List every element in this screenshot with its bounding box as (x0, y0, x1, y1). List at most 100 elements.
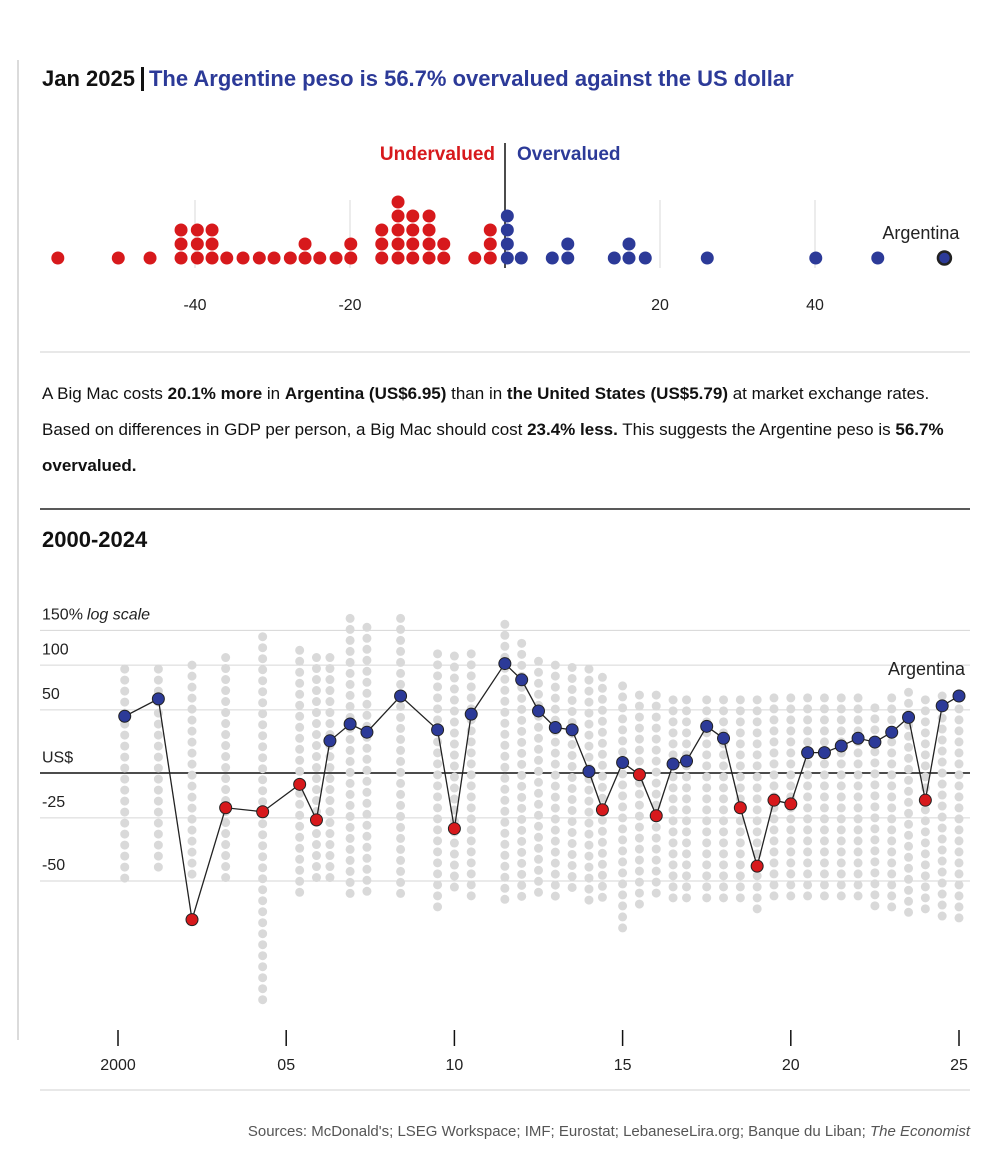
x-tick-label: 05 (277, 1057, 295, 1074)
dot (205, 237, 219, 251)
dot (313, 251, 327, 265)
text: A Big Mac costs (42, 384, 168, 403)
x-tick-label: 2000 (100, 1057, 136, 1074)
point (532, 704, 545, 718)
y-tick-label: US$ (42, 749, 73, 766)
dot (220, 251, 234, 265)
dot (871, 251, 885, 265)
point (784, 797, 798, 811)
dot (638, 251, 652, 265)
dot (500, 223, 514, 237)
dot (298, 237, 312, 251)
x-tick-label: 20 (651, 297, 669, 314)
point (394, 689, 408, 703)
dot (483, 237, 497, 251)
dot (483, 223, 497, 237)
point (323, 734, 337, 748)
series-label: Argentina (888, 659, 966, 679)
dot (174, 251, 188, 265)
point (464, 707, 478, 721)
chart-title: The Argentine peso is 56.7% overvalued a… (148, 66, 794, 91)
dot (205, 251, 219, 265)
point (680, 754, 694, 768)
highlight-label: Argentina (882, 223, 960, 243)
point (256, 805, 270, 819)
point (649, 809, 663, 823)
dot (514, 251, 528, 265)
dot (422, 237, 436, 251)
dot (545, 251, 559, 265)
point (885, 725, 899, 739)
dot (483, 251, 497, 265)
point (616, 756, 630, 770)
y-tick-label: -50 (42, 857, 65, 874)
dot (344, 237, 358, 251)
point (817, 746, 831, 760)
dot (437, 237, 451, 251)
legend-label: Undervalued (380, 144, 495, 165)
point (343, 717, 357, 731)
point (431, 723, 445, 737)
source: Sources: McDonald's; LSEG Workspace; IMF… (248, 1123, 971, 1140)
point (700, 719, 714, 733)
dot (329, 251, 343, 265)
axis-note: log scale (87, 607, 150, 624)
y-tick-label: -25 (42, 794, 65, 811)
point (582, 764, 596, 778)
point (851, 731, 865, 745)
dot (406, 209, 420, 223)
dot (406, 251, 420, 265)
dot (607, 251, 621, 265)
text: than in (446, 384, 507, 403)
bold-text: 20.1% more (167, 384, 263, 403)
x-tick-label: 15 (614, 1057, 632, 1074)
x-tick-label: -20 (338, 297, 361, 314)
highlight-dot (936, 250, 953, 266)
dot (298, 251, 312, 265)
text: in (262, 384, 285, 403)
dot (190, 223, 204, 237)
dot (809, 251, 823, 265)
text: This suggests the Argentine peso is (617, 420, 896, 439)
dot (700, 251, 714, 265)
point (498, 657, 512, 671)
point (118, 709, 132, 723)
dot (468, 251, 482, 265)
dot (622, 237, 636, 251)
x-tick-label: 10 (446, 1057, 464, 1074)
point (309, 813, 323, 827)
bold-text: Argentina (US$6.95) (284, 384, 447, 403)
dot (391, 223, 405, 237)
point (918, 793, 932, 807)
divider (140, 67, 144, 91)
point (952, 689, 966, 703)
point (632, 768, 646, 782)
text: at market exchange rates. Based on diffe… (42, 384, 930, 439)
point (935, 699, 949, 713)
dot (51, 251, 65, 265)
dot (174, 223, 188, 237)
dot (190, 251, 204, 265)
point (801, 746, 815, 760)
chart-title: 2000-2024 (42, 527, 148, 552)
point (902, 710, 916, 724)
dot (236, 251, 250, 265)
point (733, 801, 747, 815)
bold-text: 23.4% less. (527, 420, 618, 439)
dot (375, 251, 389, 265)
dot (174, 237, 188, 251)
y-tick-label: 50 (42, 686, 60, 703)
point (750, 859, 764, 873)
point (717, 731, 731, 745)
point (515, 673, 529, 687)
dot (500, 237, 514, 251)
dot (406, 223, 420, 237)
bold-text: (US$5.79) (650, 384, 728, 403)
dot (391, 237, 405, 251)
point (868, 735, 882, 749)
legend-label: Overvalued (517, 144, 621, 165)
dot (437, 251, 451, 265)
dot (375, 237, 389, 251)
